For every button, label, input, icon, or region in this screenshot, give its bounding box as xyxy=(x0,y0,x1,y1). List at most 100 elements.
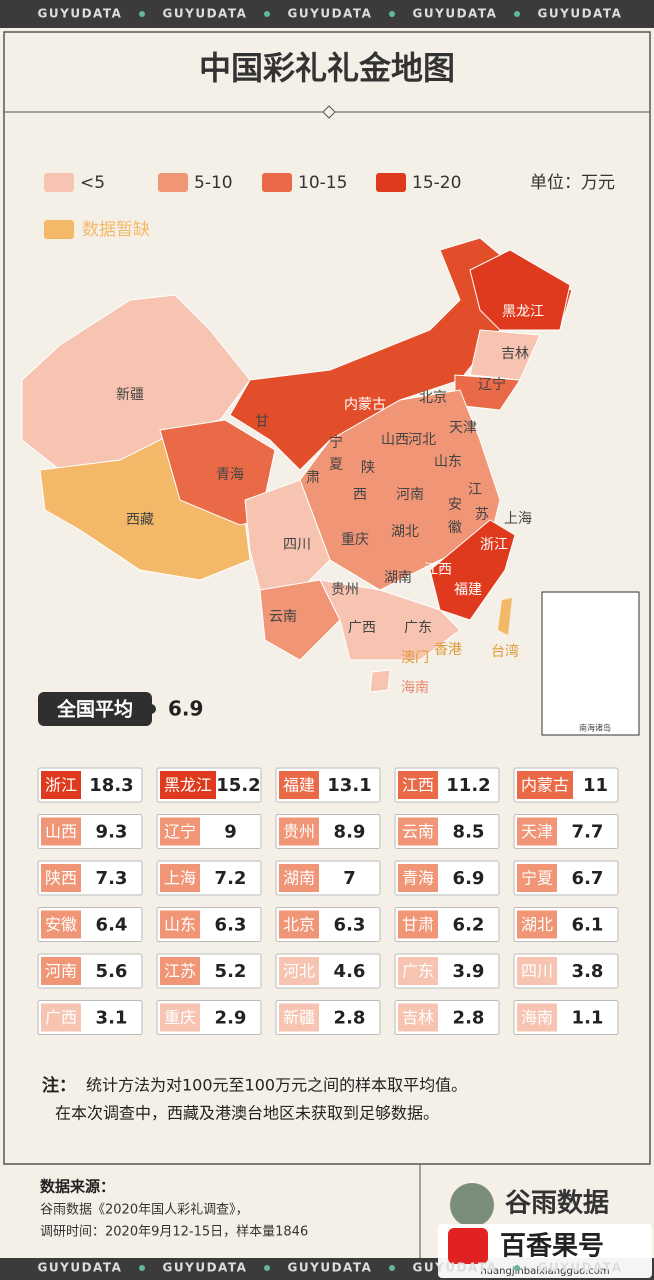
tile-label: 江西 xyxy=(402,776,434,795)
region xyxy=(299,389,501,591)
tile-label: 辽宁 xyxy=(164,822,196,841)
region xyxy=(319,579,461,661)
brand: GUYUDATA xyxy=(538,7,623,21)
tile-label: 广西 xyxy=(45,1008,77,1027)
map-label: 甘 xyxy=(255,414,269,430)
tile-label: 陕西 xyxy=(45,869,77,888)
note-line: 统计方法为对100元至100万元之间的样本取平均值。 xyxy=(86,1076,467,1095)
tile-label-bg xyxy=(398,910,438,939)
legend-swatch xyxy=(376,173,406,192)
tile-label: 河北 xyxy=(283,962,315,981)
tile-label-bg xyxy=(41,910,81,939)
brand: GUYUDATA xyxy=(413,7,498,21)
legend-swatch xyxy=(262,173,292,192)
legend-label: 15-20 xyxy=(412,173,461,193)
logo-icon xyxy=(450,1183,494,1227)
tile-label: 山东 xyxy=(164,915,196,934)
tile-value: 7.3 xyxy=(96,868,128,889)
map-label: 西藏 xyxy=(126,512,154,528)
tile-label-bg xyxy=(398,864,438,892)
map-label: 四川 xyxy=(283,537,311,553)
brand: GUYUDATA xyxy=(38,7,123,21)
top-strip xyxy=(0,0,654,28)
map-label: 海南 xyxy=(401,680,429,696)
map-label: 河南 xyxy=(396,487,424,503)
map-label: 江西 xyxy=(424,562,452,578)
dot xyxy=(139,11,145,17)
map-label: 辽宁 xyxy=(478,376,506,393)
tile-label-bg xyxy=(41,864,81,892)
tile-label-bg xyxy=(517,1003,557,1032)
tile-label-bg xyxy=(517,957,557,985)
map-label: 北京 xyxy=(419,390,447,406)
tile-label-bg xyxy=(41,817,81,846)
legend-swatch xyxy=(158,173,188,192)
tile-label: 青海 xyxy=(402,869,434,888)
region xyxy=(259,579,341,661)
watermark-box xyxy=(438,1224,652,1278)
map-label: 徽 xyxy=(448,520,462,536)
source-title: 数据来源： xyxy=(40,1178,115,1196)
dot xyxy=(514,11,520,17)
tile-label: 天津 xyxy=(521,822,553,841)
watermark-name: 百香果号 xyxy=(500,1232,604,1262)
tile-value: 2.8 xyxy=(453,1008,485,1029)
map-label: 天津 xyxy=(449,420,477,436)
watermark-url: huangjinbaixiangguo.com xyxy=(480,1266,609,1277)
source-line: 谷雨数据《2020年国人彩礼调查》， xyxy=(40,1202,249,1218)
average-label: 全国平均 xyxy=(56,698,133,721)
tile-label-bg xyxy=(279,817,319,846)
tile-label: 北京 xyxy=(283,915,315,934)
tile-label: 重庆 xyxy=(164,1008,196,1027)
tile-value: 8.5 xyxy=(453,822,485,843)
tile-label-bg xyxy=(41,957,81,985)
map-label: 福建 xyxy=(454,582,482,598)
brand: GUYUDATA xyxy=(163,7,248,21)
tile-label-bg xyxy=(517,910,557,939)
tile-value: 6.9 xyxy=(453,868,485,889)
map-label: 广东 xyxy=(404,620,432,636)
tile-label: 贵州 xyxy=(283,822,315,841)
average-pill xyxy=(38,692,152,726)
legend-label: 5-10 xyxy=(194,173,233,193)
tile-value: 7.7 xyxy=(572,822,604,843)
tile-value: 4.6 xyxy=(334,961,366,982)
tile-label: 甘肃 xyxy=(402,915,434,934)
tile-value: 6.2 xyxy=(453,915,485,936)
tile-value: 3.1 xyxy=(96,1008,128,1029)
tile-label-bg xyxy=(160,771,216,799)
tile-label: 河南 xyxy=(45,962,77,981)
map-label: 西 xyxy=(353,487,367,503)
map-label: 贵州 xyxy=(331,582,359,598)
brand: GUYUDATA xyxy=(163,1261,248,1275)
tile-label: 广东 xyxy=(402,962,434,981)
tile-label-bg xyxy=(41,771,81,799)
map-label: 黑龙江 xyxy=(502,304,544,320)
tile-value: 6.7 xyxy=(572,868,604,889)
map-label: 江 xyxy=(468,482,482,498)
tile-value: 3.8 xyxy=(572,961,604,982)
tile-value: 7.2 xyxy=(215,868,247,889)
note-prefix: 注： xyxy=(42,1075,76,1096)
tile-label: 湖北 xyxy=(521,915,553,934)
tile-label-bg xyxy=(398,957,438,985)
tile-label: 浙江 xyxy=(45,776,77,795)
map-label: 内蒙古 xyxy=(344,397,386,413)
tile-label-bg xyxy=(517,864,557,892)
map-label: 湖北 xyxy=(391,524,419,540)
tile-value: 5.6 xyxy=(96,961,128,982)
legend-label: 数据暂缺 xyxy=(82,220,150,240)
tile-label-bg xyxy=(398,771,438,799)
tile-label-bg xyxy=(160,957,200,985)
brand: GUYUDATA xyxy=(38,1261,123,1275)
source-line: 调研时间：2020年9月12-15日，样本量1846 xyxy=(40,1225,308,1240)
map-label: 广西 xyxy=(348,620,376,636)
tile-label: 黑龙江 xyxy=(164,776,212,795)
map-label: 宁 xyxy=(329,434,343,451)
average-value: 6.9 xyxy=(168,697,203,721)
tile-label: 内蒙古 xyxy=(521,776,569,795)
tile-label-bg xyxy=(279,910,319,939)
map-label: 新疆 xyxy=(116,387,144,403)
region xyxy=(469,249,571,331)
